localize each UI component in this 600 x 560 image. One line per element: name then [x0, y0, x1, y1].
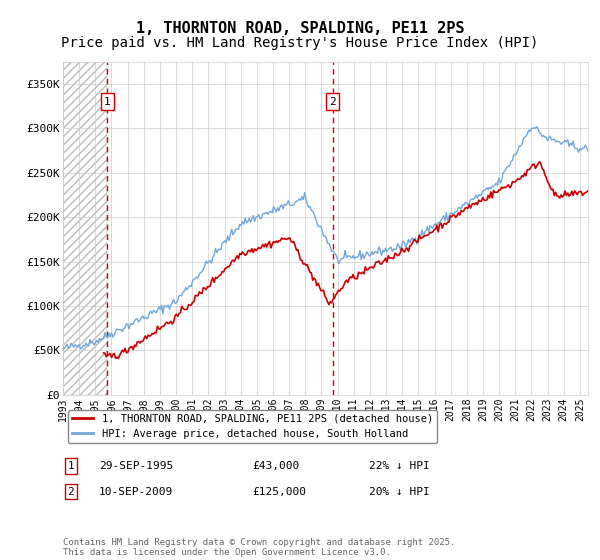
Text: 22% ↓ HPI: 22% ↓ HPI: [369, 461, 430, 471]
Text: £43,000: £43,000: [252, 461, 299, 471]
Text: 1: 1: [104, 96, 111, 106]
Text: 1, THORNTON ROAD, SPALDING, PE11 2PS: 1, THORNTON ROAD, SPALDING, PE11 2PS: [136, 21, 464, 36]
Text: £125,000: £125,000: [252, 487, 306, 497]
Text: 10-SEP-2009: 10-SEP-2009: [99, 487, 173, 497]
Text: Contains HM Land Registry data © Crown copyright and database right 2025.
This d: Contains HM Land Registry data © Crown c…: [63, 538, 455, 557]
Text: 2: 2: [67, 487, 74, 497]
Legend: 1, THORNTON ROAD, SPALDING, PE11 2PS (detached house), HPI: Average price, detac: 1, THORNTON ROAD, SPALDING, PE11 2PS (de…: [68, 409, 437, 443]
Text: 29-SEP-1995: 29-SEP-1995: [99, 461, 173, 471]
Text: 20% ↓ HPI: 20% ↓ HPI: [369, 487, 430, 497]
Text: 2: 2: [329, 96, 336, 106]
Bar: [63, 62, 107, 395]
Text: Price paid vs. HM Land Registry's House Price Index (HPI): Price paid vs. HM Land Registry's House …: [61, 36, 539, 50]
Text: 1: 1: [67, 461, 74, 471]
